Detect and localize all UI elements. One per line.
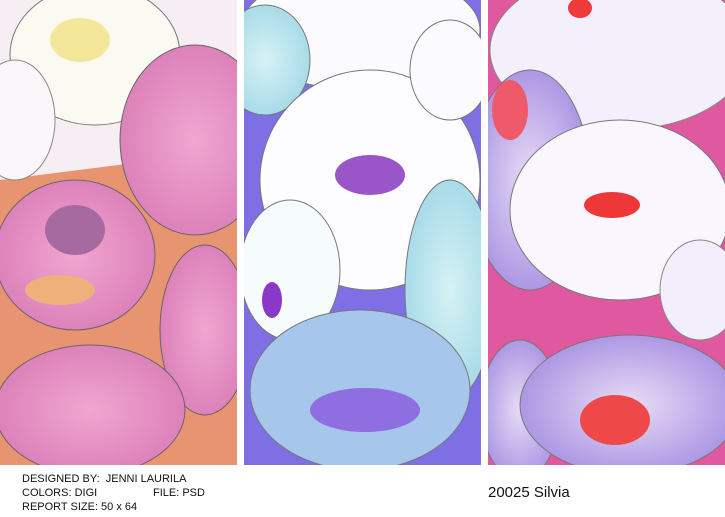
- designed-by: DESIGNED BY: JENNI LAURILA: [22, 473, 187, 485]
- colors: COLORS: DIGI: [22, 487, 97, 499]
- report-size: REPORT SIZE: 50 x 64: [22, 501, 137, 513]
- panel-1: [0, 0, 237, 465]
- file: FILE: PSD: [153, 487, 205, 499]
- panel-3: [488, 0, 725, 465]
- panel-2: [244, 0, 481, 465]
- design-title: 20025 Silvia: [488, 484, 570, 501]
